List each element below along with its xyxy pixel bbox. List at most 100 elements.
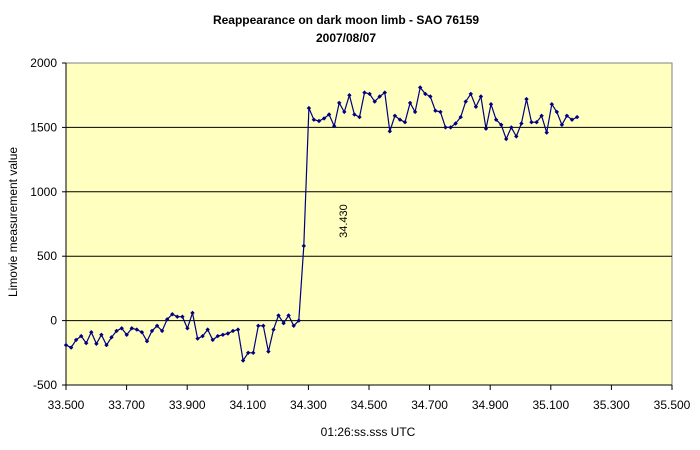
x-tick-labels: 33.500 33.700 33.900 34.100 34.300 34.500 34.7… bbox=[48, 385, 691, 412]
data-point bbox=[256, 323, 261, 328]
data-point bbox=[473, 104, 479, 109]
data-point bbox=[387, 129, 392, 134]
data-point bbox=[205, 327, 210, 332]
data-point bbox=[438, 109, 443, 115]
data-point bbox=[397, 117, 403, 122]
data-point bbox=[296, 318, 301, 323]
data-point bbox=[539, 113, 544, 118]
data-point bbox=[104, 342, 109, 348]
x-tick-label: 35.500 bbox=[654, 398, 691, 412]
data-point bbox=[564, 113, 570, 118]
data-point bbox=[382, 90, 387, 95]
plot-area bbox=[65, 62, 673, 386]
data-point bbox=[119, 326, 124, 331]
data-point bbox=[574, 114, 580, 120]
data-point bbox=[180, 314, 185, 319]
x-tick-label: 35.100 bbox=[532, 398, 569, 412]
data-point bbox=[240, 358, 246, 363]
data-point bbox=[286, 313, 291, 318]
data-point bbox=[433, 108, 438, 113]
data-point bbox=[170, 312, 175, 317]
data-point bbox=[276, 313, 281, 318]
data-point bbox=[332, 123, 337, 129]
data-point bbox=[79, 333, 84, 339]
data-point bbox=[514, 134, 519, 139]
x-tick-label: 34.900 bbox=[472, 398, 509, 412]
data-point bbox=[185, 326, 190, 331]
x-tick-label: 34.300 bbox=[290, 398, 327, 412]
data-point bbox=[407, 100, 413, 106]
data-point bbox=[412, 109, 418, 115]
data-point bbox=[337, 100, 342, 106]
data-point bbox=[246, 350, 251, 355]
annotation-label: 34.430 bbox=[338, 204, 350, 238]
data-point bbox=[149, 328, 155, 334]
data-point bbox=[251, 350, 256, 355]
data-point bbox=[195, 336, 200, 341]
data-point bbox=[175, 314, 180, 319]
data-point bbox=[554, 109, 559, 115]
data-point bbox=[271, 327, 276, 332]
data-point bbox=[225, 331, 231, 336]
data-point bbox=[321, 116, 327, 121]
data-point bbox=[347, 93, 352, 98]
data-point bbox=[154, 323, 160, 328]
x-tick-label: 35.300 bbox=[593, 398, 630, 412]
data-point bbox=[458, 114, 463, 120]
data-point bbox=[200, 333, 205, 339]
data-point bbox=[519, 121, 524, 126]
data-point bbox=[291, 323, 296, 328]
data-point bbox=[230, 328, 236, 334]
data-point bbox=[549, 102, 554, 107]
data-point bbox=[493, 117, 499, 122]
data-point bbox=[392, 113, 398, 118]
data-point bbox=[124, 332, 129, 337]
data-point bbox=[428, 94, 433, 99]
data-point bbox=[210, 337, 215, 343]
data-point bbox=[534, 120, 539, 125]
data-point bbox=[306, 105, 312, 111]
data-point bbox=[89, 330, 94, 335]
data-point bbox=[569, 117, 575, 122]
data-point bbox=[468, 91, 473, 97]
data-point bbox=[134, 327, 139, 332]
data-point bbox=[144, 339, 150, 344]
data-point bbox=[129, 326, 134, 331]
data-point bbox=[418, 85, 423, 90]
data-point bbox=[504, 136, 509, 142]
data-point bbox=[524, 96, 529, 102]
data-point bbox=[311, 117, 317, 122]
data-point bbox=[483, 126, 489, 131]
y-tick-label: 0 bbox=[50, 314, 57, 328]
x-axis-label: 01:26:ss.sss UTC bbox=[321, 425, 416, 439]
annotations: 34.430 bbox=[338, 204, 350, 238]
data-point bbox=[190, 310, 195, 316]
data-point bbox=[99, 332, 104, 337]
data-point bbox=[159, 328, 165, 334]
data-point bbox=[372, 99, 377, 104]
data-point bbox=[326, 112, 332, 117]
data-series bbox=[63, 85, 580, 363]
data-point bbox=[478, 94, 484, 99]
data-point bbox=[342, 109, 347, 115]
data-point bbox=[215, 333, 220, 339]
data-point bbox=[402, 120, 408, 125]
data-point bbox=[114, 328, 119, 334]
y-tick-label: 1500 bbox=[30, 120, 57, 134]
data-point bbox=[235, 327, 241, 332]
chart-subtitle: 2007/08/07 bbox=[316, 31, 376, 45]
data-point bbox=[352, 112, 357, 117]
x-tick-label: 33.900 bbox=[169, 398, 206, 412]
y-tick-labels: 2000 1500 1000 500 0 -500 bbox=[30, 56, 66, 392]
y-tick-label: 500 bbox=[37, 249, 57, 263]
data-point bbox=[316, 118, 322, 124]
data-point bbox=[94, 341, 99, 346]
data-point bbox=[544, 130, 549, 135]
data-point bbox=[266, 349, 271, 354]
data-point bbox=[362, 90, 367, 95]
data-point bbox=[261, 323, 266, 328]
data-point bbox=[559, 122, 565, 127]
data-point bbox=[139, 330, 145, 335]
data-point bbox=[84, 340, 89, 346]
